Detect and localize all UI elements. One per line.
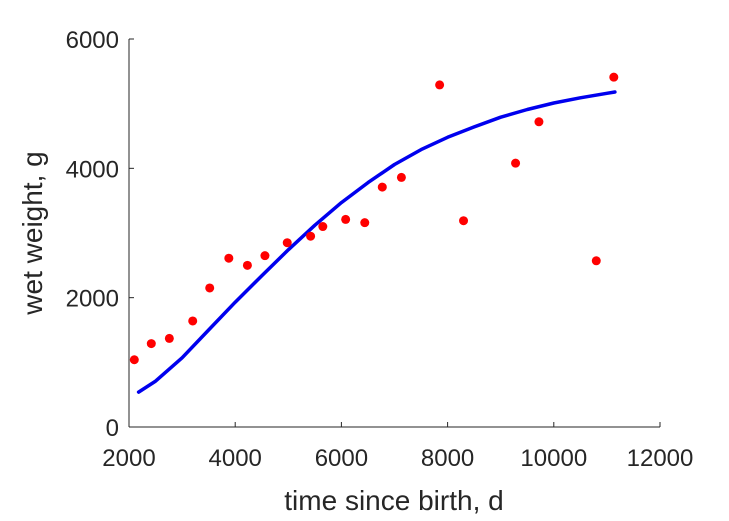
data-point: [242, 260, 252, 270]
data-point: [511, 158, 521, 168]
y-tick-label: 6000: [66, 27, 119, 54]
y-tick-label: 2000: [66, 286, 119, 313]
x-tick-label: 8000: [421, 445, 474, 472]
x-tick-label: 10000: [520, 445, 587, 472]
y-axis-label: wet weight, g: [17, 151, 48, 315]
y-tick-label: 0: [106, 415, 119, 442]
x-tick-label: 2000: [102, 445, 155, 472]
data-point: [188, 316, 198, 326]
data-point: [396, 172, 406, 182]
x-tick-label: 6000: [315, 445, 368, 472]
data-point: [146, 339, 156, 349]
data-point: [360, 218, 370, 228]
data-point: [129, 355, 139, 365]
data-point: [534, 117, 544, 127]
y-tick-label: 4000: [66, 156, 119, 183]
x-axis-label: time since birth, d: [284, 485, 503, 516]
y-axis-ticks: 0 2000 4000 6000: [66, 27, 134, 442]
data-point: [205, 283, 215, 293]
data-point: [591, 256, 601, 266]
data-point: [459, 216, 469, 226]
data-point: [341, 214, 351, 224]
data-point: [435, 80, 445, 90]
plot-area: [129, 72, 619, 394]
data-point: [306, 231, 316, 241]
fit-curve-line: [136, 90, 617, 394]
data-point: [282, 238, 292, 248]
x-tick-label: 12000: [627, 445, 694, 472]
data-point: [260, 251, 270, 261]
data-point: [318, 222, 328, 232]
x-tick-label: 4000: [209, 445, 262, 472]
x-axis-ticks: 2000 4000 6000 8000 10000 12000: [102, 422, 693, 472]
data-point: [609, 72, 619, 82]
data-point: [224, 253, 234, 263]
data-point: [377, 182, 387, 192]
data-point: [164, 333, 174, 343]
